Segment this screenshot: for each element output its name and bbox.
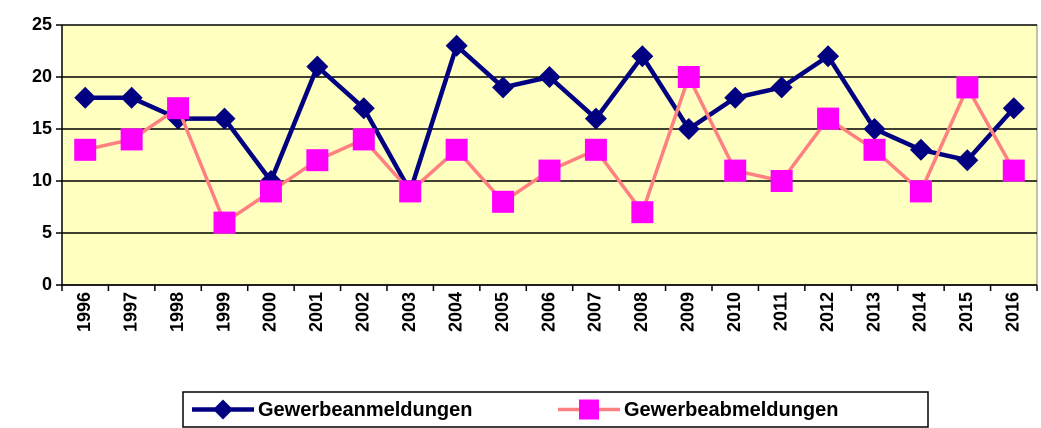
marker	[677, 66, 700, 88]
marker	[213, 107, 236, 130]
x-tick-label: 2012	[817, 292, 837, 332]
x-tick-label: 1997	[120, 292, 140, 332]
marker	[306, 55, 329, 78]
marker	[584, 107, 607, 130]
marker	[492, 190, 515, 213]
x-tick-label: 2002	[353, 292, 373, 332]
y-tick-label: 25	[32, 14, 52, 34]
marker	[817, 45, 840, 68]
marker	[631, 45, 654, 68]
x-tick-label: 2007	[585, 292, 605, 332]
x-tick-label: 2009	[678, 292, 698, 332]
x-tick-label: 2005	[492, 292, 512, 332]
x-tick-label: 1998	[167, 292, 187, 332]
marker	[538, 66, 561, 88]
x-tick-label: 2006	[538, 292, 558, 332]
marker	[445, 34, 468, 57]
marker	[306, 149, 329, 172]
x-tick-label: 2003	[399, 292, 419, 332]
marker	[863, 138, 886, 161]
legend-marker	[579, 399, 599, 420]
x-tick-label: 2004	[445, 292, 465, 332]
marker	[538, 159, 561, 182]
marker	[492, 76, 515, 99]
marker	[584, 138, 607, 161]
x-tick-label: 2008	[631, 292, 651, 332]
x-tick-label: 2011	[770, 292, 790, 331]
marker	[677, 118, 700, 140]
legend: Gewerbeanmeldungen Gewerbeabmeldungen	[182, 391, 929, 428]
marker	[863, 118, 886, 140]
marker	[120, 128, 143, 151]
marker	[352, 128, 375, 151]
y-tick-label: 10	[32, 170, 52, 190]
legend-label: Gewerbeanmeldungen	[258, 399, 473, 421]
x-tick-label: 2015	[956, 292, 976, 332]
y-tick-label: 5	[42, 222, 52, 242]
marker	[74, 138, 97, 161]
x-tick-label: 2014	[910, 292, 930, 332]
marker	[909, 138, 932, 161]
legend-box	[182, 391, 929, 428]
marker	[770, 76, 793, 99]
marker	[724, 159, 747, 182]
y-tick-label: 0	[42, 274, 52, 294]
x-tick-label: 1996	[74, 292, 94, 332]
marker	[74, 86, 97, 109]
marker	[1002, 159, 1025, 182]
marker	[399, 180, 422, 203]
marker	[445, 138, 468, 161]
x-tick-label: 2016	[1003, 292, 1023, 332]
x-tick-label: 2013	[863, 292, 883, 332]
x-tick-label: 2000	[260, 292, 280, 332]
y-tick-label: 15	[32, 118, 52, 138]
legend-label: Gewerbeabmeldungen	[624, 399, 839, 421]
y-tick-label: 20	[32, 66, 52, 86]
marker	[1002, 97, 1025, 120]
x-tick-label: 2010	[724, 292, 744, 332]
marker	[631, 201, 654, 224]
x-tick-label: 1999	[213, 292, 233, 332]
marker	[213, 211, 236, 234]
marker	[167, 97, 190, 120]
marker	[956, 149, 979, 172]
marker	[120, 86, 143, 109]
marker	[817, 107, 840, 130]
marker	[352, 97, 375, 120]
marker	[909, 180, 932, 203]
x-tick-label: 2001	[306, 292, 326, 332]
marker	[956, 76, 979, 99]
marker	[770, 170, 793, 192]
marker	[259, 180, 282, 203]
marker	[724, 86, 747, 109]
plot-area	[61, 24, 1038, 286]
legend-marker	[213, 399, 233, 420]
